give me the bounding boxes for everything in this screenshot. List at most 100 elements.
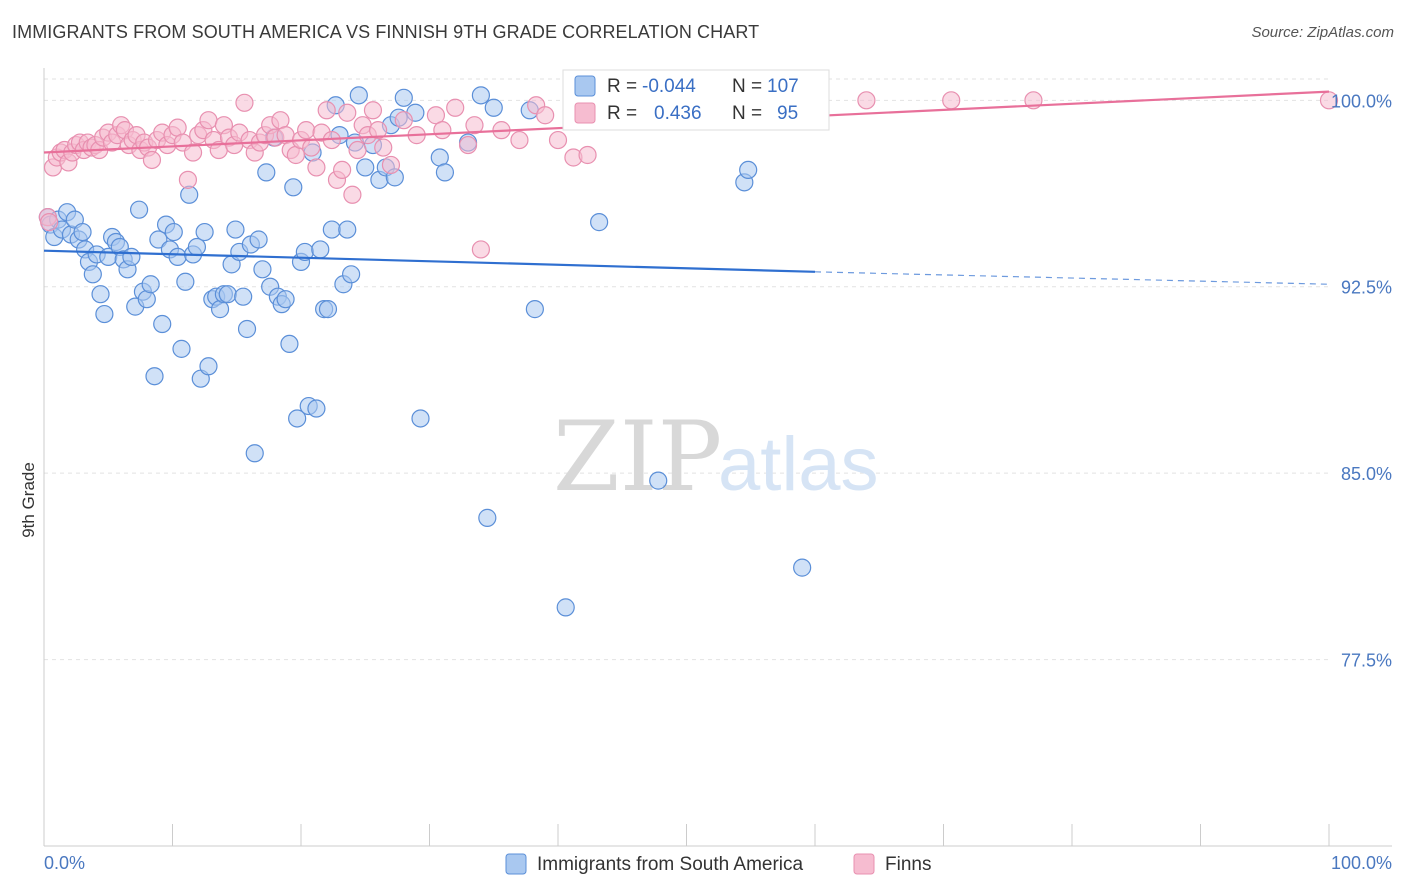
finns-point <box>40 213 59 232</box>
chart-title: IMMIGRANTS FROM SOUTH AMERICA VS FINNISH… <box>12 22 760 42</box>
finns-point <box>317 101 336 120</box>
correlation-legend: R = -0.044 N = 107 R = 0.436 N = 95 <box>562 69 830 131</box>
immigrants-trend-line <box>43 249 816 273</box>
y-tick-label: 100.0% <box>1331 91 1392 111</box>
finns-point <box>142 150 162 170</box>
x-tick-labels: 0.0% 100.0% <box>44 853 1392 873</box>
immigrants-point <box>356 158 375 177</box>
x-tick-label-max: 100.0% <box>1331 853 1392 873</box>
immigrants-point <box>471 86 490 105</box>
immigrants-point <box>288 409 307 428</box>
immigrants-point <box>187 237 207 257</box>
immigrants-point <box>318 300 338 319</box>
immigrants-point <box>525 300 544 319</box>
immigrants-point <box>91 285 110 304</box>
immigrants-point <box>218 285 237 304</box>
immigrants-point <box>153 314 172 334</box>
x-tick-label-min: 0.0% <box>44 853 85 873</box>
bottom-legend-pink-label: Finns <box>885 854 931 875</box>
source-label: Source: ZipAtlas.com <box>1251 24 1394 41</box>
finns-point <box>433 121 452 140</box>
immigrants-point <box>411 409 430 428</box>
axes <box>43 68 1392 847</box>
immigrants-trend-extension <box>814 271 1330 285</box>
series-legend: Immigrants from South America Finns <box>505 853 931 875</box>
finns-point <box>333 160 352 180</box>
finns-point <box>446 98 465 117</box>
finns-point <box>394 111 413 130</box>
immigrants-point <box>122 247 141 267</box>
immigrants-point <box>149 230 168 249</box>
legend-box <box>562 69 830 131</box>
immigrants-point <box>95 304 114 324</box>
legend-pink-n-value: 95 <box>777 103 798 124</box>
y-tick-label: 92.5% <box>1341 278 1392 298</box>
immigrants-point <box>311 240 330 259</box>
finns-point <box>363 101 383 120</box>
immigrants-point <box>739 160 758 180</box>
immigrants-point <box>234 287 253 306</box>
immigrants-point <box>168 247 187 267</box>
immigrants-point <box>307 399 326 418</box>
legend-blue-n-value: 107 <box>767 76 799 97</box>
finns-point <box>348 140 367 160</box>
immigrants-point <box>484 98 503 117</box>
finns-point <box>857 91 876 110</box>
immigrants-point <box>226 220 245 239</box>
watermark-atlas: atlas <box>718 422 879 507</box>
immigrants-point <box>590 213 609 232</box>
finns-point <box>338 103 357 122</box>
immigrants-point <box>322 220 341 239</box>
immigrants-point <box>210 300 230 319</box>
immigrants-point <box>280 334 299 354</box>
immigrants-point <box>237 319 257 339</box>
immigrants-point <box>245 444 264 463</box>
finns-point <box>302 138 321 157</box>
legend-pink-r-value: 0.436 <box>654 103 702 124</box>
immigrants-point <box>338 220 357 239</box>
immigrants-point <box>145 367 164 386</box>
legend-pink-n-label: N = <box>732 103 762 124</box>
legend-pink-swatch <box>574 102 596 124</box>
finns-point <box>942 91 961 110</box>
watermark-zip: ZIP <box>553 401 722 513</box>
y-tick-labels: 77.5% 85.0% 92.5% 100.0% <box>1331 91 1392 670</box>
finns-point <box>471 240 490 259</box>
immigrants-point <box>129 200 149 219</box>
immigrants-point <box>649 471 668 490</box>
finns-point <box>199 111 218 130</box>
finns-point <box>183 143 203 162</box>
finns-point <box>235 93 254 112</box>
finns-point <box>458 135 478 155</box>
grid-lines <box>44 78 1329 661</box>
y-axis-label: 9th Grade <box>19 462 38 538</box>
finns-point <box>343 185 362 204</box>
immigrants-point <box>83 265 102 284</box>
finns-point <box>578 145 597 165</box>
immigrants-point <box>253 260 272 279</box>
finns-point <box>369 121 388 140</box>
immigrants-point <box>257 163 276 182</box>
immigrants-point <box>435 163 455 182</box>
finns-point <box>307 158 326 177</box>
finns-point <box>381 155 401 175</box>
immigrants-point <box>249 230 268 249</box>
immigrants-point <box>137 290 156 309</box>
finns-point <box>465 116 484 135</box>
finns-point <box>536 106 555 125</box>
immigrants-point <box>394 88 413 107</box>
immigrants-point <box>793 558 812 577</box>
immigrants-point <box>176 272 195 291</box>
immigrants-point <box>349 86 368 105</box>
y-tick-label: 77.5% <box>1341 651 1392 671</box>
finns-point <box>297 121 316 140</box>
immigrants-point <box>73 222 92 242</box>
immigrants-point <box>556 598 575 617</box>
legend-pink-r-label: R = <box>607 103 637 124</box>
finns-point <box>374 138 393 157</box>
bottom-legend-blue-swatch <box>505 853 527 875</box>
bottom-legend-pink-swatch <box>853 853 875 875</box>
finns-point <box>178 170 198 189</box>
legend-blue-r-value: -0.044 <box>642 76 696 97</box>
